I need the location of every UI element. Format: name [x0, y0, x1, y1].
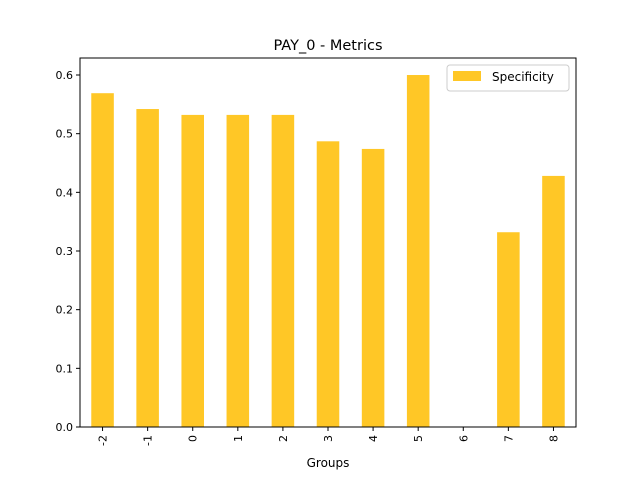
- legend-swatch: [453, 71, 481, 81]
- x-tick-label: 7: [502, 435, 515, 442]
- y-tick-label: 0.3: [56, 245, 74, 258]
- chart-title: PAY_0 - Metrics: [273, 38, 382, 54]
- x-tick-label: 6: [457, 435, 470, 442]
- y-tick-label: 0.2: [56, 304, 74, 317]
- y-tick-label: 0.4: [56, 186, 74, 199]
- bar-7: [497, 232, 520, 427]
- x-tick-label: 5: [412, 435, 425, 442]
- x-tick-label: 4: [367, 435, 380, 442]
- bar-0: [181, 114, 204, 428]
- legend-label: Specificity: [492, 70, 554, 84]
- x-tick-label: 3: [322, 435, 335, 442]
- y-tick-label: 0.1: [56, 362, 74, 375]
- plot-frame: [79, 57, 577, 428]
- y-tick-label: 0.5: [56, 128, 74, 141]
- bar-3: [316, 141, 340, 427]
- bar-2: [271, 114, 295, 428]
- y-tick-label: 0.0: [56, 421, 74, 434]
- legend: Specificity: [446, 64, 570, 92]
- bar-4: [361, 148, 385, 427]
- y-tick-label: 0.6: [56, 69, 74, 82]
- x-tick-label: 2: [277, 435, 290, 442]
- bar--2: [91, 93, 114, 427]
- x-tick-label: 0: [187, 435, 200, 442]
- bar-8: [542, 175, 565, 427]
- x-axis-label: Groups: [307, 456, 350, 470]
- x-tick-label: 1: [232, 435, 245, 442]
- x-tick-label: -2: [97, 435, 110, 446]
- x-tick-label: -1: [142, 435, 155, 446]
- bar-1: [226, 114, 250, 428]
- x-tick-label: 8: [547, 435, 560, 442]
- bar--1: [136, 109, 159, 428]
- bar-5: [406, 75, 430, 427]
